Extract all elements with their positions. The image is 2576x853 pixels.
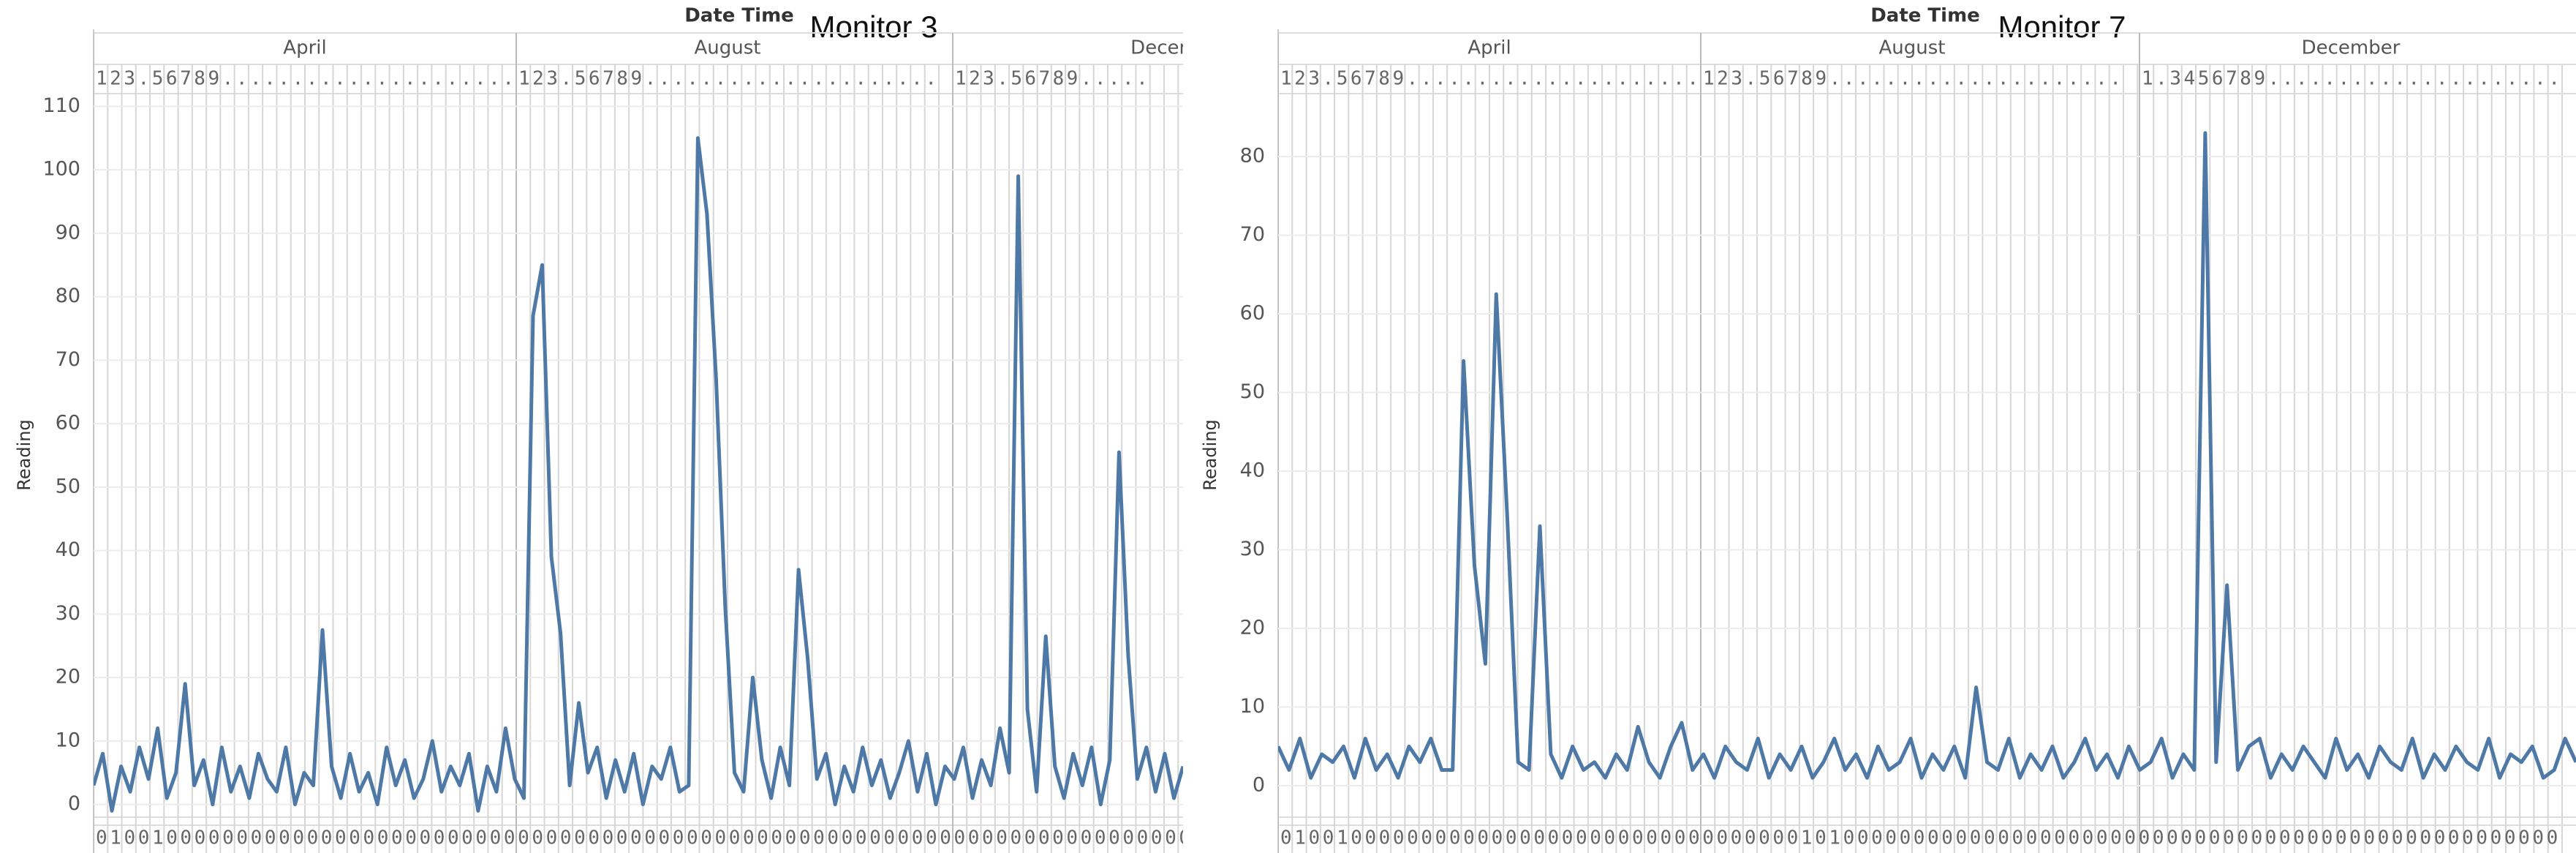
y-tick-label: 30 — [56, 602, 80, 625]
month-label: April — [1468, 37, 1511, 59]
y-tick-label: 60 — [1240, 302, 1265, 325]
chart-panel: Date Time Monitor 3 Reading April123.56789.… — [14, 5, 1198, 853]
y-axis-label: Reading — [14, 419, 34, 490]
month-label: Decem — [1130, 37, 1198, 59]
y-tick-label: 20 — [1240, 617, 1265, 639]
y-tick-label: 50 — [56, 475, 80, 497]
y-tick-label: 80 — [56, 285, 80, 307]
y-tick-label: 50 — [1240, 380, 1265, 403]
y-tick-label: 40 — [56, 538, 80, 561]
data-line — [94, 136, 1183, 813]
y-tick-label: 40 — [1240, 459, 1265, 482]
month-label: December — [2302, 37, 2401, 59]
y-tick-label: 30 — [1240, 538, 1265, 560]
y-tick-label: 60 — [56, 412, 80, 435]
y-axis-label: Reading — [1200, 419, 1220, 490]
month-label: August — [695, 37, 761, 59]
y-tick-label: 10 — [1240, 695, 1265, 718]
y-tick-label: 0 — [68, 792, 80, 815]
y-tick-label: 70 — [56, 348, 80, 371]
data-line — [1278, 131, 2576, 780]
y-tick-label: 80 — [1240, 145, 1265, 168]
y-tick-label: 100 — [42, 158, 80, 181]
chart-panel: Date Time Monitor 7 Reading April123.56789.… — [1200, 5, 2576, 853]
clipped: April123.56789.....................Augus… — [1278, 33, 2576, 853]
x-axis-header: Date Time — [684, 5, 794, 27]
y-tick-label: 0 — [1253, 774, 1265, 797]
chart-title: Monitor 7 — [1998, 10, 2126, 44]
month-label: August — [1879, 37, 1946, 59]
y-tick-label: 20 — [56, 666, 80, 688]
x-axis-header: Date Time — [1870, 5, 1980, 27]
y-tick-label: 90 — [56, 221, 80, 244]
month-label: April — [283, 37, 326, 59]
y-tick-label: 10 — [56, 729, 80, 751]
y-tick-label: 110 — [42, 94, 80, 117]
chart-title: Monitor 3 — [809, 10, 937, 44]
y-tick-label: 70 — [1240, 223, 1265, 246]
clipped: April123.56789.....................Augus… — [94, 33, 1198, 853]
bottom-labels: 0100100000000000000000000000000000000101… — [1280, 827, 2558, 849]
